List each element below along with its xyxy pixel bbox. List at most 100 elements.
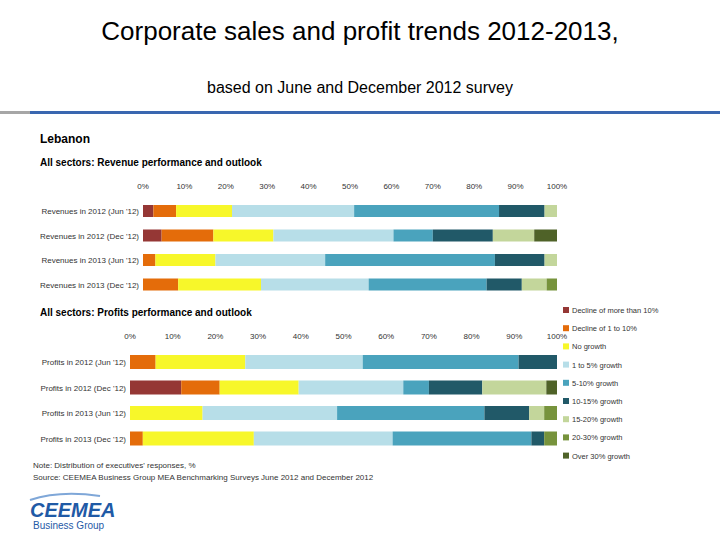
bar-segment: 10-15% growth: [487, 279, 522, 291]
slide: Corporate sales and profit trends 2012-2…: [0, 0, 720, 540]
bar-segment: 1 to 5% growth: [273, 230, 393, 242]
bar-segment: 1 to 5% growth: [203, 406, 338, 420]
bar-segment: Decline of 1 to 10%: [153, 205, 176, 217]
bar-segment: No growth: [155, 254, 215, 266]
logo-tagline: Business Group: [33, 520, 105, 531]
tick-label: 90%: [508, 182, 524, 191]
category-label: Profits in 2013 (Dec '12): [40, 435, 126, 444]
bar-segment: Decline of 1 to 10%: [162, 230, 214, 242]
bar-segment: 1 to 5% growth: [215, 254, 325, 266]
bar-segment: 15-20% growth: [493, 230, 534, 242]
tick-label: 0%: [137, 182, 149, 191]
legend-label: Over 30% growth: [572, 452, 630, 461]
tick-label: 70%: [421, 332, 437, 341]
bar-segment: 1 to 5% growth: [299, 381, 404, 395]
bar-segment: Decline of more than 10%: [130, 381, 181, 395]
legend-label: 5-10% growth: [572, 379, 618, 388]
bar-segment: 1 to 5% growth: [245, 355, 362, 369]
bar-segment: No growth: [220, 381, 299, 395]
bar-segment: 20-30% growth: [557, 254, 558, 266]
bar-segment: Decline of 1 to 10%: [130, 432, 143, 446]
bar-segment: 5-10% growth: [393, 432, 532, 446]
note: Note: Distribution of executives' respon…: [33, 461, 196, 470]
slide-subtitle: based on June and December 2012 survey: [207, 79, 513, 96]
legend-label: No growth: [572, 342, 606, 351]
bar-segment: 15-20% growth: [522, 279, 547, 291]
category-label: Revenues in 2012 (Jun '12): [41, 207, 139, 216]
bar-segment: 15-20% growth: [482, 381, 546, 395]
bar-segment: 15-20% growth: [545, 254, 557, 266]
country-label: Lebanon: [40, 132, 90, 146]
bar-segment: 1 to 5% growth: [232, 205, 354, 217]
rule-blue: [30, 111, 720, 114]
logo-name: CEEMEA: [30, 499, 116, 521]
bar-segment: 1 to 5% growth: [254, 432, 393, 446]
bar-segment: 10-15% growth: [429, 381, 482, 395]
tick-label: 60%: [378, 332, 394, 341]
bar-segment: 5-10% growth: [337, 406, 484, 420]
bar-segment: 20-30% growth: [557, 205, 558, 217]
bar-segment: 10-15% growth: [484, 406, 529, 420]
tick-label: 0%: [124, 332, 136, 341]
legend-swatch: [563, 362, 569, 368]
tick-label: 90%: [506, 332, 522, 341]
bar-segment: No growth: [178, 279, 261, 291]
bar-segment: No growth: [156, 355, 246, 369]
tick-label: 10%: [176, 182, 192, 191]
legend-swatch: [563, 325, 569, 331]
tick-label: 80%: [466, 182, 482, 191]
bar-segment: Decline of 1 to 10%: [143, 279, 178, 291]
bar-segment: No growth: [213, 230, 273, 242]
legend-swatch: [563, 343, 569, 349]
legend-label: 1 to 5% growth: [572, 361, 622, 370]
tick-label: 70%: [425, 182, 441, 191]
bar-segment: Decline of 1 to 10%: [181, 381, 219, 395]
bar-segment: 5-10% growth: [393, 230, 432, 242]
tick-label: 20%: [218, 182, 234, 191]
source: Source: CEEMEA Business Group MEA Benchm…: [33, 473, 374, 482]
bar-segment: 10-15% growth: [519, 355, 557, 369]
category-label: Profits in 2012 (Dec '12): [40, 384, 126, 393]
legend-label: 15-20% growth: [572, 415, 622, 424]
category-label: Revenues in 2013 (Jun '12): [41, 256, 139, 265]
tick-label: 100%: [547, 182, 567, 191]
bar-segment: 5-10% growth: [363, 355, 519, 369]
bar-segment: 15-20% growth: [545, 205, 557, 217]
bar-segment: 5-10% growth: [354, 205, 499, 217]
category-label: Revenues in 2012 (Dec '12): [40, 232, 139, 241]
bar-segment: Over 30% growth: [557, 279, 558, 291]
background: [0, 0, 720, 540]
bar-segment: Over 30% growth: [557, 205, 558, 217]
bar-segment: No growth: [143, 432, 254, 446]
category-label: Revenues in 2013 (Dec '12): [40, 281, 139, 290]
tick-label: 60%: [383, 182, 399, 191]
legend-label: Decline of more than 10%: [572, 306, 659, 315]
bar-segment: 10-15% growth: [433, 230, 493, 242]
bar-segment: Decline of more than 10%: [143, 205, 153, 217]
rule-gray: [0, 111, 30, 114]
legend-label: 10-15% growth: [572, 397, 622, 406]
legend-swatch: [563, 434, 569, 440]
bar-segment: 15-20% growth: [557, 355, 558, 369]
tick-label: 10%: [165, 332, 181, 341]
legend-swatch: [563, 307, 569, 313]
chart: All sectors: Revenue performance and out…: [40, 157, 567, 291]
category-label: Profits in 2012 (Jun '12): [42, 358, 127, 367]
slide-title: Corporate sales and profit trends 2012-2…: [101, 16, 618, 46]
bar-segment: 1 to 5% growth: [261, 279, 369, 291]
chart: All sectors: Profits performance and out…: [40, 306, 659, 461]
tick-label: 40%: [301, 182, 317, 191]
bars: Decline of more than 10%Decline of 1 to …: [130, 355, 557, 446]
chart-title: All sectors: Profits performance and out…: [40, 307, 252, 318]
bar-segment: 15-20% growth: [529, 406, 544, 420]
tick-label: 20%: [207, 332, 223, 341]
bar-segment: 20-30% growth: [557, 355, 558, 369]
legend-swatch: [563, 416, 569, 422]
bar-segment: 20-30% growth: [544, 432, 557, 446]
tick-label: 30%: [259, 182, 275, 191]
bar-segment: 10-15% growth: [495, 254, 545, 266]
chart-title: All sectors: Revenue performance and out…: [40, 157, 262, 168]
tick-label: 30%: [250, 332, 266, 341]
legend-label: Decline of 1 to 10%: [572, 324, 637, 333]
bar-segment: 20-30% growth: [547, 279, 557, 291]
